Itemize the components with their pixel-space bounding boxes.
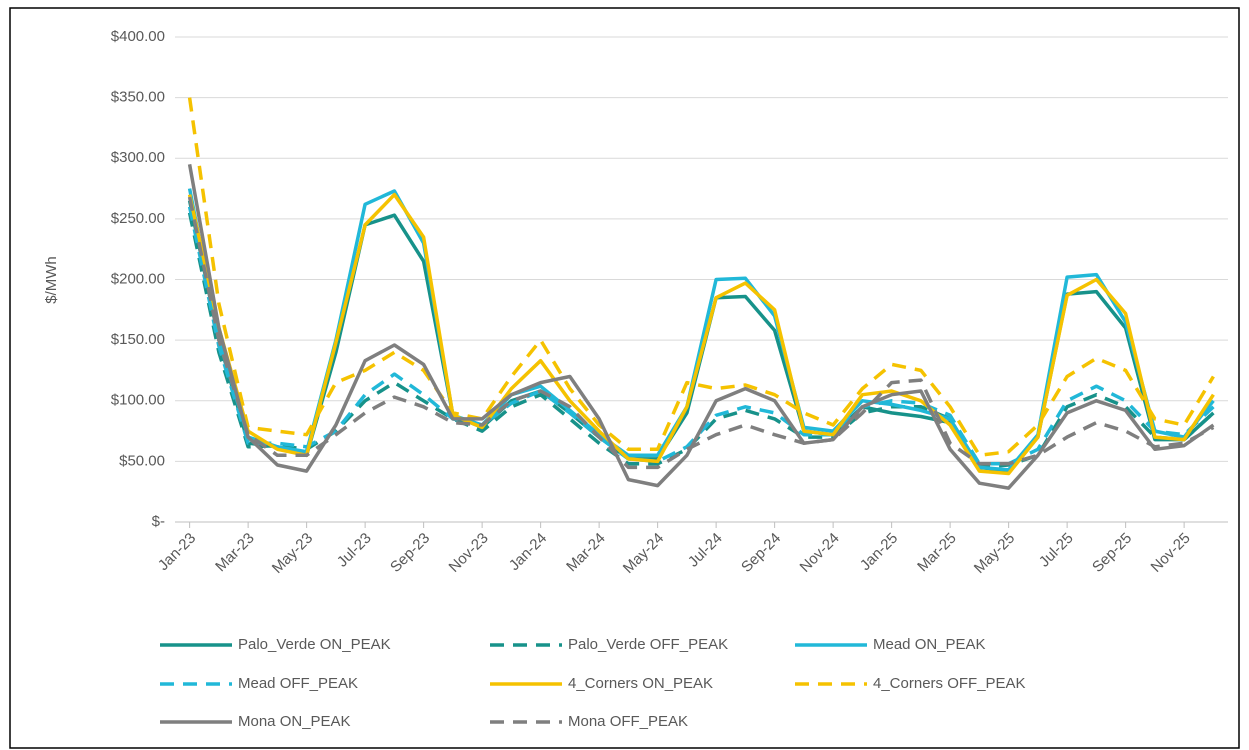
- x-tick-label: Jul-23: [334, 530, 375, 571]
- x-tick-label: Jul-25: [1036, 530, 1077, 571]
- x-tick-label: Mar-25: [914, 530, 960, 576]
- legend-label: Mona OFF_PEAK: [568, 713, 688, 730]
- y-tick-label: $250.00: [111, 210, 165, 227]
- y-tick-label: $350.00: [111, 89, 165, 106]
- x-tick-label: Nov-25: [1148, 530, 1194, 576]
- x-tick-label: May-25: [971, 530, 1018, 577]
- y-tick-label: $50.00: [119, 452, 165, 469]
- series-line: [187, 163, 1215, 490]
- y-tick-label: $400.00: [111, 28, 165, 45]
- legend-label: Palo_Verde OFF_PEAK: [568, 636, 728, 653]
- y-tick-label: $100.00: [111, 392, 165, 409]
- x-tick-label: Jan-24: [506, 530, 550, 574]
- frame: [9, 7, 1240, 749]
- x-tick-label: Jul-24: [685, 530, 726, 571]
- y-axis-label: $/MWh: [43, 256, 60, 304]
- x-tick-label: May-24: [620, 530, 667, 577]
- y-tick-label: $-: [152, 513, 165, 530]
- legend-label: 4_Corners OFF_PEAK: [873, 675, 1026, 692]
- x-tick-label: Nov-23: [446, 530, 492, 576]
- legend-label: Mead OFF_PEAK: [238, 675, 358, 692]
- legend-label: Mona ON_PEAK: [238, 713, 351, 730]
- x-tick-label: Sep-24: [738, 530, 784, 576]
- series-line: [187, 196, 1215, 470]
- x-tick-label: Sep-23: [387, 530, 433, 576]
- series-line: [187, 192, 1215, 476]
- x-tick-label: Mar-23: [212, 530, 258, 576]
- legend-label: 4_Corners ON_PEAK: [568, 675, 713, 692]
- series-line: [187, 97, 1215, 458]
- y-tick-label: $200.00: [111, 270, 165, 287]
- y-tick-label: $300.00: [111, 149, 165, 166]
- x-tick-label: Mar-24: [563, 530, 609, 576]
- legend-label: Palo_Verde ON_PEAK: [238, 636, 391, 653]
- x-tick-label: May-23: [269, 530, 316, 577]
- y-tick-label: $150.00: [111, 331, 165, 348]
- x-tick-label: Jan-25: [857, 530, 901, 574]
- legend-label: Mead ON_PEAK: [873, 636, 986, 653]
- x-tick-label: Sep-25: [1089, 530, 1135, 576]
- x-tick-label: Jan-23: [155, 530, 199, 574]
- x-tick-label: Nov-24: [797, 530, 843, 576]
